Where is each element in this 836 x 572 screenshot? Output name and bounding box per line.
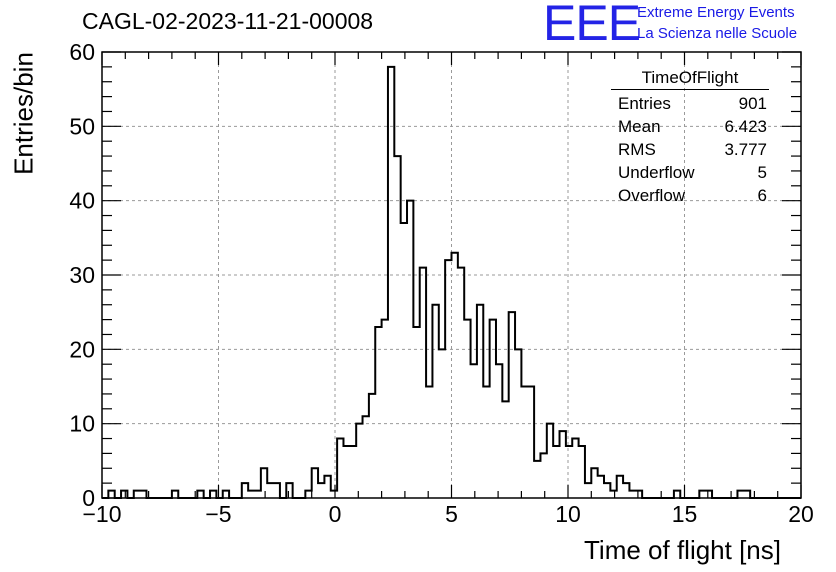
eee-logo: EEE <box>543 0 641 51</box>
y-axis-label: Entries/bin <box>8 52 39 175</box>
y-tick-label: 10 <box>69 411 95 437</box>
stats-value: 901 <box>738 94 767 113</box>
stats-row-rms: RMS 3.777 <box>611 138 769 161</box>
stats-value: 3.777 <box>724 140 767 159</box>
logo-caption-line1: Extreme Energy Events <box>637 4 795 21</box>
y-tick-label: 60 <box>69 39 95 65</box>
stats-label: Mean <box>618 117 661 136</box>
y-tick-label: 20 <box>69 336 95 362</box>
stats-value: 5 <box>757 163 767 182</box>
stats-value: 6 <box>757 186 767 205</box>
y-tick-label: 40 <box>69 188 95 214</box>
y-tick-label: 50 <box>69 113 95 139</box>
y-tick-label: 30 <box>69 262 95 288</box>
y-tick-label: 0 <box>82 485 95 511</box>
stats-label: Underflow <box>618 163 695 182</box>
x-tick-label: −5 <box>205 501 231 527</box>
stats-value: 6.423 <box>724 117 767 136</box>
x-tick-label: −10 <box>82 501 121 527</box>
stats-label: Entries <box>618 94 671 113</box>
stats-row-entries: Entries 901 <box>611 92 769 115</box>
x-tick-label: 15 <box>672 501 698 527</box>
stats-box-title: TimeOfFlight <box>611 68 769 90</box>
x-tick-label: 5 <box>445 501 458 527</box>
stats-box: TimeOfFlight Entries 901 Mean 6.423 RMS … <box>611 68 769 207</box>
stats-row-overflow: Overflow 6 <box>611 184 769 207</box>
stats-label: RMS <box>618 140 656 159</box>
logo-caption-line2: La Scienza nelle Scuole <box>637 25 798 42</box>
chart-title: CAGL-02-2023-11-21-00008 <box>82 8 374 34</box>
histogram-line <box>102 65 801 499</box>
x-tick-label: 0 <box>329 501 342 527</box>
x-tick-label: 20 <box>788 501 814 527</box>
stats-row-mean: Mean 6.423 <box>611 115 769 138</box>
x-tick-label: 10 <box>555 501 581 527</box>
stats-row-underflow: Underflow 5 <box>611 161 769 184</box>
x-axis-label: Time of flight [ns] <box>584 535 781 565</box>
stats-label: Overflow <box>618 186 686 205</box>
